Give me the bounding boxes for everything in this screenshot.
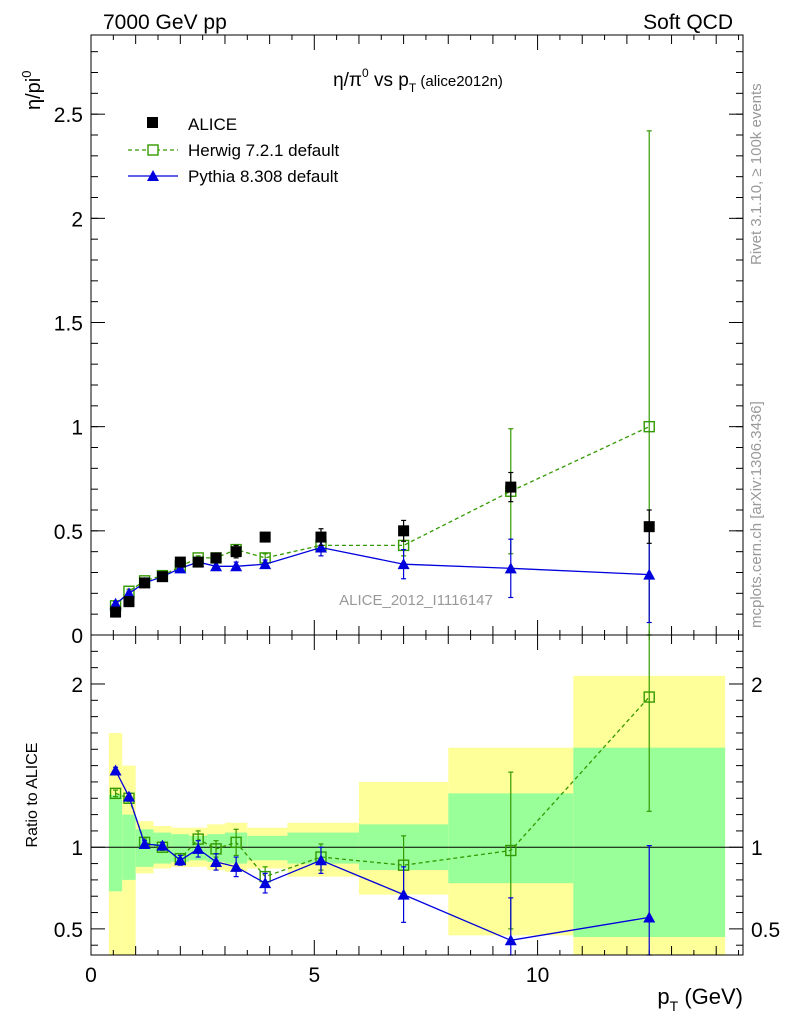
plot-title-sub: T — [409, 81, 417, 95]
main-alice-point — [259, 531, 271, 543]
plot-title-eta: η/π — [333, 70, 362, 91]
ratio-xlabel-sub: T — [670, 998, 679, 1014]
ratio-pythia-point — [122, 790, 135, 802]
ratio-plot-frame — [90, 634, 744, 956]
ratio-pythia-point — [230, 860, 243, 872]
main-pythia-point — [643, 568, 656, 580]
ratio-herwig-point — [643, 691, 655, 703]
main-ytick-label: 2 — [71, 208, 83, 231]
plot-title-tag: (alice2012n) — [416, 73, 503, 90]
side-label-rivet: Rivet 3.1.10, ≥ 100k events — [748, 83, 765, 265]
ratio-herwig-point — [230, 836, 242, 849]
legend-entry-pythia: Pythia 8.308 default — [128, 167, 339, 186]
ratio-xtick-label: 5 — [308, 964, 320, 987]
ratio-pythia-point — [138, 837, 151, 849]
main-alice-point — [505, 481, 517, 493]
plot-title: η/π0 vs pT (alice2012n) — [333, 66, 503, 95]
main-alice-point — [398, 525, 410, 537]
ratio-xtick-label: 10 — [526, 964, 549, 987]
ratio-pythia-point — [156, 839, 169, 851]
main-alice-point — [192, 556, 204, 568]
main-pythia-point — [314, 541, 327, 553]
main-pythia-point — [259, 558, 272, 570]
main-alice-point — [123, 596, 135, 608]
ratio-pythia-point — [192, 842, 205, 854]
main-pythia-point — [210, 560, 223, 572]
side-label-mcplots: mcplots.cern.ch [arXiv:1306.3436] — [748, 401, 765, 628]
main-plot-panel: 00.511.522.5 η/π0 vs pT (alice2012n) η/p… — [19, 34, 744, 648]
ratio-xlabel-base: p — [657, 984, 669, 1009]
ratio-ylabel: Ratio to ALICE — [24, 743, 41, 848]
ratio-ytick-label: 1 — [71, 837, 83, 860]
plot-title-vs: vs p — [369, 70, 409, 91]
plot-title-sup: 0 — [362, 66, 369, 80]
legend-label-pythia: Pythia 8.308 default — [188, 167, 339, 186]
ratio-herwig-point — [109, 787, 122, 800]
main-series-layer — [109, 130, 656, 636]
main-herwig-point — [643, 420, 655, 433]
ratio-ytick-label-right: 2 — [751, 674, 763, 697]
main-alice-point — [110, 606, 122, 618]
ratio-series-layer — [109, 634, 656, 956]
main-alice-point — [156, 571, 168, 583]
ratio-pythia-point — [314, 854, 327, 866]
ratio-band-inner — [247, 835, 288, 861]
ratio-ytick-label: 0.5 — [54, 919, 83, 942]
ratio-pythia-point — [174, 854, 187, 866]
ratio-pythia-point — [643, 911, 656, 923]
main-ytick-label: 0.5 — [54, 521, 83, 544]
main-ytick-label: 0 — [71, 625, 83, 648]
ratio-xlabel: pT (GeV) — [657, 984, 743, 1014]
main-alice-point — [315, 531, 327, 543]
ratio-ytick-label-right: 1 — [751, 837, 763, 860]
ratio-xlabel-unit: (GeV) — [678, 984, 743, 1009]
ratio-pythia-point — [504, 934, 517, 946]
ratio-herwig-point — [505, 844, 517, 857]
main-pythia-point — [109, 597, 122, 609]
main-alice-point — [139, 577, 151, 589]
ratio-plot-panel: 0.5 1 2 0.5 1 2 0 5 10 Ratio to ALICE pT (GeV) — [24, 634, 780, 1014]
main-herwig-line — [115, 426, 650, 607]
main-pythia-point — [174, 562, 187, 574]
main-tick-marks: 0 0.5 1 1.5 2 2.5 — [54, 35, 743, 648]
main-pythia-point — [504, 562, 517, 574]
main-alice-point — [230, 546, 242, 558]
ratio-ytick-label: 2 — [71, 674, 83, 697]
main-ylabel: η/pi0 — [19, 71, 45, 110]
legend-entry-herwig: Herwig 7.2.1 default — [128, 141, 339, 160]
legend: ALICE Herwig 7.2.1 default Pythia 8.308 … — [128, 115, 339, 186]
legend-label-alice: ALICE — [188, 115, 237, 134]
header-left: 7000 GeV pp — [103, 11, 227, 34]
main-ytick-label: 1 — [71, 417, 83, 440]
main-alice-point — [210, 552, 222, 564]
legend-marker-herwig — [147, 144, 159, 156]
main-ytick-label: 1.5 — [54, 313, 83, 336]
legend-label-herwig: Herwig 7.2.1 default — [188, 141, 339, 160]
ratio-pythia-point — [210, 855, 223, 867]
ratio-ytick-label-right: 0.5 — [751, 919, 780, 942]
main-pythia-point — [122, 587, 135, 599]
ratio-xtick-label: 0 — [85, 964, 97, 987]
ratio-pythia-point — [109, 764, 122, 776]
legend-entry-alice: ALICE — [147, 115, 237, 134]
main-ytick-label: 2.5 — [54, 104, 83, 127]
main-ylabel-sup: 0 — [19, 71, 34, 78]
main-alice-point — [643, 521, 655, 533]
ratio-band-inner — [108, 795, 123, 892]
ratio-uncertainty-bands — [108, 675, 726, 955]
legend-marker-alice — [147, 117, 158, 128]
legend-marker-pythia — [147, 170, 159, 181]
main-ylabel-base: η/pi — [23, 78, 45, 110]
header-right: Soft QCD — [643, 11, 733, 34]
main-pythia-point — [230, 560, 243, 572]
analysis-watermark: ALICE_2012_I1116147 — [339, 592, 493, 609]
ratio-pythia-point — [259, 877, 272, 889]
main-alice-point — [174, 556, 186, 568]
main-pythia-point — [397, 558, 410, 570]
ratio-pythia-point — [397, 888, 410, 900]
